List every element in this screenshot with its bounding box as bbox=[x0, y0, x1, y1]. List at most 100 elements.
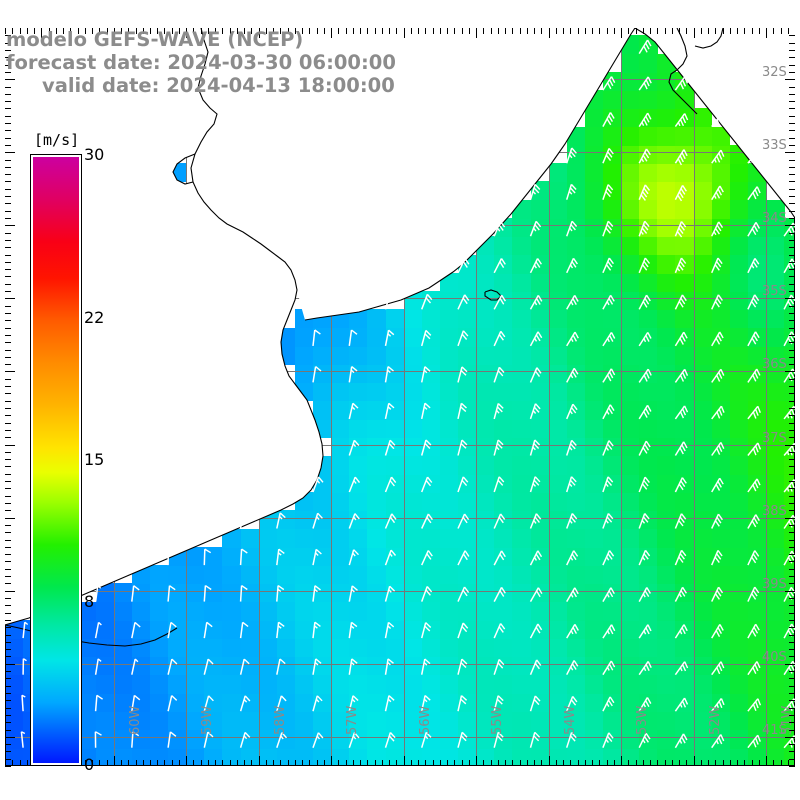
raster-cell bbox=[657, 108, 677, 128]
axis-minor-tick-right bbox=[789, 364, 795, 366]
axis-minor-tick-left bbox=[5, 181, 11, 183]
raster-cell bbox=[458, 528, 477, 548]
axis-minor-tick-top bbox=[338, 28, 340, 34]
raster-cell bbox=[784, 711, 795, 731]
gridline-longitude bbox=[113, 28, 115, 766]
raster-cell bbox=[675, 181, 695, 201]
raster-cell bbox=[657, 674, 677, 694]
axis-minor-tick-bottom bbox=[454, 760, 456, 766]
raster-cell bbox=[548, 455, 568, 475]
raster-cell bbox=[784, 364, 795, 384]
axis-minor-tick-top bbox=[244, 28, 246, 34]
axis-minor-tick-right bbox=[789, 524, 795, 526]
raster-cell bbox=[530, 510, 550, 530]
raster-cell bbox=[168, 565, 187, 585]
raster-cell bbox=[77, 656, 97, 676]
raster-cell bbox=[639, 163, 658, 183]
axis-minor-tick-bottom bbox=[215, 760, 217, 766]
raster-cell bbox=[494, 692, 513, 712]
colorbar-gradient bbox=[30, 154, 82, 766]
raster-cell bbox=[258, 619, 278, 639]
axis-minor-tick-right bbox=[789, 722, 795, 724]
axis-minor-tick-top bbox=[476, 28, 478, 34]
axis-minor-tick-bottom bbox=[164, 760, 166, 766]
raster-cell bbox=[530, 181, 550, 201]
raster-cell bbox=[150, 656, 169, 676]
raster-cell bbox=[693, 601, 713, 621]
raster-cell bbox=[385, 382, 405, 402]
raster-cell bbox=[766, 510, 785, 530]
raster-cell bbox=[766, 400, 785, 420]
raster-cell bbox=[584, 382, 604, 402]
axis-minor-tick-bottom bbox=[113, 760, 115, 766]
axis-minor-tick-left bbox=[5, 444, 11, 446]
raster-cell bbox=[113, 692, 133, 712]
raster-cell bbox=[131, 656, 151, 676]
raster-cell bbox=[584, 619, 604, 639]
raster-cell bbox=[584, 291, 604, 310]
raster-cell bbox=[784, 254, 795, 274]
raster-cell bbox=[313, 400, 332, 420]
raster-cell bbox=[494, 218, 513, 237]
raster-cell bbox=[403, 400, 423, 420]
raster-cell bbox=[367, 692, 387, 712]
raster-cell bbox=[421, 345, 441, 365]
raster-cell bbox=[784, 272, 795, 292]
axis-minor-tick-top bbox=[193, 28, 195, 34]
raster-cell bbox=[711, 437, 731, 457]
raster-cell bbox=[476, 473, 495, 493]
axis-minor-tick-bottom bbox=[92, 760, 93, 766]
axis-minor-tick-bottom bbox=[642, 760, 644, 766]
raster-cell bbox=[657, 382, 677, 402]
axis-minor-tick-top bbox=[403, 28, 405, 34]
raster-cell bbox=[385, 473, 405, 493]
raster-cell bbox=[657, 583, 677, 603]
axis-minor-tick-right bbox=[789, 356, 795, 358]
raster-cell bbox=[512, 747, 532, 766]
raster-cell bbox=[766, 418, 785, 438]
raster-cell bbox=[385, 656, 405, 676]
raster-cell bbox=[385, 364, 405, 384]
axis-minor-tick-right bbox=[789, 561, 795, 563]
raster-cell bbox=[204, 674, 224, 694]
raster-cell bbox=[566, 218, 586, 237]
axis-minor-tick-bottom bbox=[657, 760, 659, 766]
axis-minor-tick-top bbox=[302, 28, 304, 34]
raster-cell bbox=[150, 619, 169, 639]
raster-cell bbox=[349, 565, 369, 585]
raster-cell bbox=[458, 492, 477, 511]
raster-cell bbox=[476, 619, 495, 639]
raster-cell bbox=[621, 418, 640, 438]
raster-cell bbox=[168, 546, 187, 566]
raster-cell bbox=[675, 692, 695, 712]
axis-minor-tick-right bbox=[789, 283, 795, 285]
raster-cell bbox=[367, 546, 387, 566]
raster-cell bbox=[747, 711, 767, 731]
raster-cell bbox=[458, 692, 477, 712]
axis-minor-tick-bottom bbox=[439, 760, 441, 766]
axis-minor-tick-bottom bbox=[715, 760, 717, 766]
raster-cell bbox=[276, 674, 296, 694]
raster-cell bbox=[548, 583, 568, 603]
raster-cell bbox=[729, 163, 749, 183]
raster-cell bbox=[258, 729, 278, 749]
raster-cell bbox=[639, 455, 658, 475]
colorbar[interactable] bbox=[30, 154, 82, 766]
raster-cell bbox=[729, 309, 749, 329]
raster-cell bbox=[566, 565, 586, 585]
map-plot-area[interactable] bbox=[5, 28, 795, 766]
axis-minor-tick-right bbox=[789, 218, 795, 219]
raster-cell bbox=[276, 583, 296, 603]
raster-cell bbox=[385, 565, 405, 585]
raster-cell bbox=[367, 400, 387, 420]
axis-minor-tick-right bbox=[789, 159, 795, 161]
raster-cell bbox=[258, 546, 278, 566]
axis-minor-tick-left bbox=[5, 751, 11, 753]
raster-cell bbox=[385, 510, 405, 530]
raster-cell bbox=[621, 345, 640, 365]
raster-cell bbox=[747, 638, 767, 658]
raster-cell bbox=[294, 711, 314, 731]
raster-cell bbox=[693, 546, 713, 566]
raster-cell bbox=[186, 546, 205, 566]
axis-minor-tick-left bbox=[5, 583, 11, 585]
